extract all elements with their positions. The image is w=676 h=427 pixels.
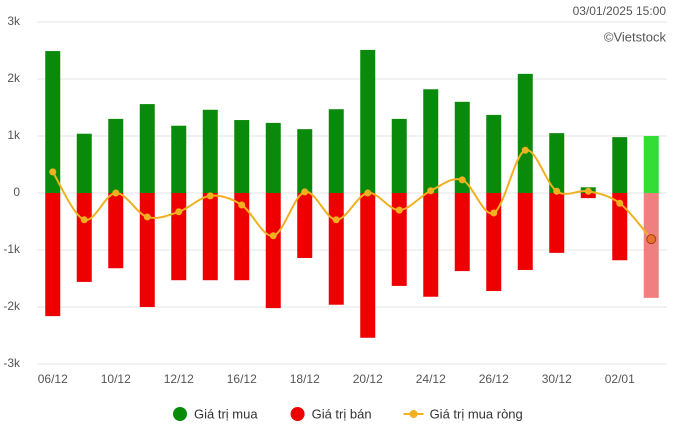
bar bbox=[328, 193, 344, 305]
bar bbox=[108, 118, 124, 193]
x-tick-label: 20/12 bbox=[353, 372, 383, 386]
net-point bbox=[80, 216, 88, 224]
bar bbox=[76, 133, 92, 193]
bar bbox=[643, 136, 659, 193]
x-tick-label: 16/12 bbox=[227, 372, 257, 386]
legend-marker bbox=[290, 407, 305, 421]
net-point bbox=[112, 189, 120, 197]
net-point bbox=[301, 188, 309, 196]
x-tick-label: 24/12 bbox=[416, 372, 446, 386]
bar bbox=[612, 193, 628, 261]
bar bbox=[297, 193, 313, 258]
legend-marker bbox=[173, 407, 187, 421]
net-point bbox=[332, 216, 340, 224]
bar bbox=[171, 193, 187, 281]
timestamp: 03/01/2025 15:00 bbox=[573, 4, 667, 18]
net-point bbox=[364, 189, 372, 197]
bar bbox=[108, 193, 124, 269]
net-point bbox=[427, 187, 435, 195]
bar bbox=[391, 193, 407, 286]
bar bbox=[202, 193, 218, 281]
bar bbox=[45, 51, 61, 193]
legend-label: Giá trị bán bbox=[312, 406, 372, 421]
y-tick-label: 3k bbox=[7, 14, 21, 28]
bar bbox=[549, 133, 565, 193]
bar bbox=[265, 193, 281, 309]
bar bbox=[360, 193, 376, 338]
bar bbox=[139, 193, 155, 307]
bar bbox=[76, 193, 92, 282]
bar bbox=[612, 137, 628, 193]
net-point bbox=[616, 199, 624, 207]
bar bbox=[454, 101, 470, 193]
bar bbox=[202, 109, 218, 193]
legend-label: Giá trị mua ròng bbox=[430, 406, 523, 421]
bar bbox=[486, 114, 502, 193]
bar bbox=[391, 118, 407, 193]
bar bbox=[580, 193, 596, 199]
net-point bbox=[553, 187, 561, 195]
legend-label: Giá trị mua bbox=[194, 406, 258, 421]
x-tick-label: 06/12 bbox=[38, 372, 68, 386]
net-point bbox=[175, 208, 183, 216]
bar bbox=[360, 49, 376, 194]
x-tick-label: 10/12 bbox=[101, 372, 131, 386]
bar bbox=[517, 193, 533, 270]
y-tick-label: -3k bbox=[3, 356, 21, 370]
net-point bbox=[143, 213, 151, 221]
net-point bbox=[646, 234, 657, 245]
bar bbox=[643, 193, 659, 298]
bar bbox=[265, 122, 281, 193]
bar bbox=[486, 193, 502, 292]
net-point bbox=[584, 187, 592, 195]
bar bbox=[45, 193, 61, 317]
y-tick-label: 2k bbox=[7, 71, 21, 85]
x-tick-label: 26/12 bbox=[479, 372, 509, 386]
x-tick-label: 12/12 bbox=[164, 372, 194, 386]
net-point bbox=[458, 176, 466, 184]
legend-marker bbox=[409, 410, 418, 418]
bar bbox=[454, 193, 470, 272]
net-point bbox=[490, 209, 498, 217]
y-tick-label: -1k bbox=[3, 242, 21, 256]
y-tick-label: -2k bbox=[3, 299, 21, 313]
net-point bbox=[49, 168, 57, 176]
net-point bbox=[238, 201, 246, 209]
y-tick-label: 0 bbox=[13, 185, 20, 199]
bar bbox=[234, 193, 250, 281]
x-tick-label: 18/12 bbox=[290, 372, 320, 386]
bar bbox=[328, 109, 344, 193]
net-point bbox=[521, 146, 529, 154]
net-point bbox=[395, 206, 403, 214]
bar bbox=[139, 104, 155, 193]
bar bbox=[423, 193, 439, 297]
y-tick-label: 1k bbox=[7, 128, 21, 142]
net-point bbox=[206, 192, 214, 200]
bar bbox=[234, 120, 250, 193]
bar bbox=[517, 73, 533, 193]
x-tick-label: 02/01 bbox=[605, 372, 635, 386]
bar bbox=[171, 125, 187, 193]
source: ©Vietstock bbox=[604, 29, 667, 44]
net-point bbox=[269, 232, 277, 240]
x-tick-label: 30/12 bbox=[542, 372, 572, 386]
bar bbox=[423, 89, 439, 193]
bar bbox=[297, 129, 313, 193]
bar bbox=[549, 193, 565, 253]
